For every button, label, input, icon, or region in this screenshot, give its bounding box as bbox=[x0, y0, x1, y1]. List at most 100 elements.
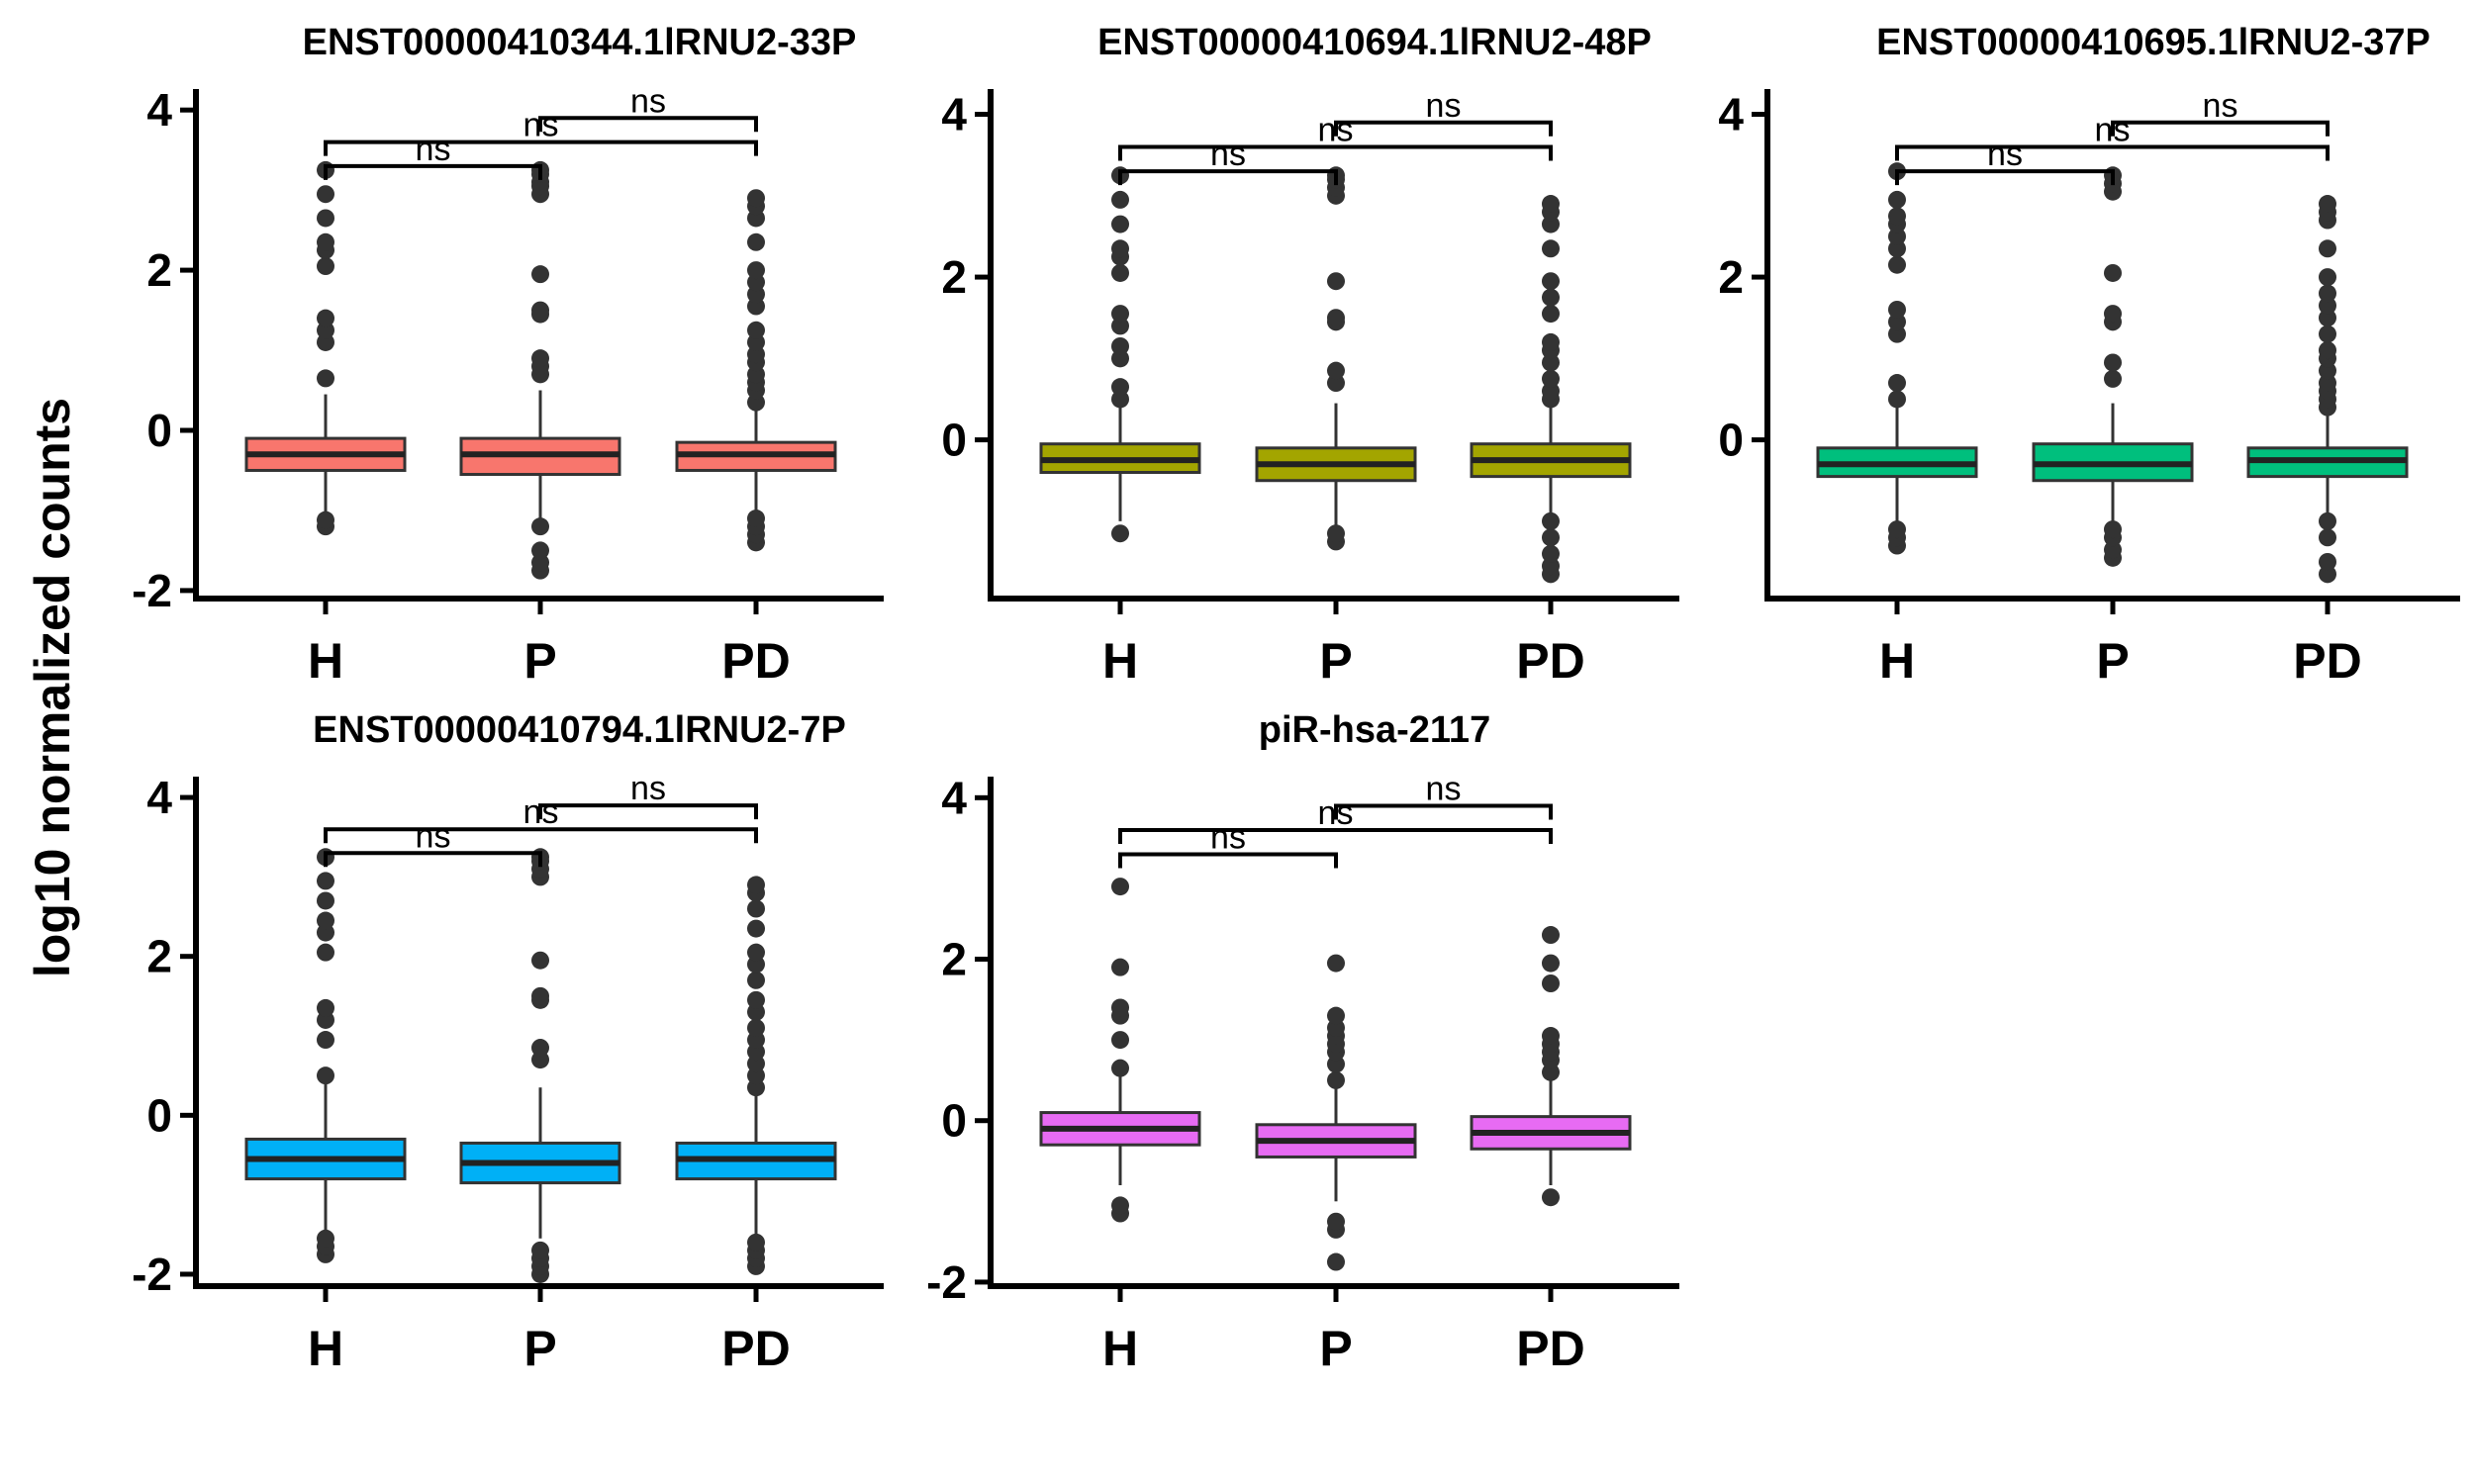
outlier-point bbox=[1542, 195, 1560, 214]
outlier-point bbox=[2319, 325, 2336, 343]
significance-bracket: ns bbox=[324, 817, 542, 868]
box-PD bbox=[2246, 195, 2409, 584]
bracket-line bbox=[2111, 120, 2330, 137]
x-tick-label: PD bbox=[721, 633, 790, 689]
bracket-line bbox=[324, 163, 542, 180]
outlier-point bbox=[1111, 317, 1129, 335]
bracket-line bbox=[1334, 120, 1553, 137]
outlier-point bbox=[2319, 565, 2336, 584]
outlier-point bbox=[1327, 954, 1345, 973]
y-tick-label: 0 bbox=[146, 405, 172, 456]
outlier-point bbox=[317, 891, 334, 910]
outlier-point bbox=[2104, 305, 2122, 324]
outlier-point bbox=[1111, 1196, 1129, 1215]
outlier-point bbox=[2104, 540, 2122, 559]
outlier-point bbox=[2104, 263, 2122, 282]
outlier-point bbox=[1888, 520, 1906, 539]
outlier-point bbox=[1888, 374, 1906, 393]
x-tick-label: P bbox=[2096, 633, 2129, 689]
significance-bracket: ns bbox=[538, 770, 758, 820]
outlier-point bbox=[317, 943, 334, 962]
bracket-label: ns bbox=[1987, 136, 2023, 173]
bracket-line bbox=[1118, 169, 1338, 186]
outlier-point bbox=[1327, 272, 1345, 291]
y-tick-label: -2 bbox=[132, 565, 172, 616]
bracket-label: ns bbox=[1210, 136, 1246, 173]
outlier-point bbox=[317, 369, 334, 388]
outlier-point bbox=[1111, 263, 1129, 282]
x-tick-label: H bbox=[1102, 1321, 1138, 1376]
outlier-point bbox=[1111, 958, 1129, 976]
box-P bbox=[459, 160, 621, 580]
y-tick-label: 2 bbox=[941, 934, 967, 985]
outlier-point bbox=[747, 1233, 765, 1252]
outlier-point bbox=[1542, 557, 1560, 576]
bracket-label: ns bbox=[1426, 770, 1462, 807]
y-tick-label: 0 bbox=[146, 1089, 172, 1141]
outlier-point bbox=[317, 209, 334, 228]
bracket-label: ns bbox=[1426, 87, 1462, 125]
outlier-point bbox=[2319, 528, 2336, 547]
outlier-point bbox=[747, 971, 765, 989]
panel-title: ENST00000410794.1lRNU2-7P bbox=[313, 709, 846, 751]
outlier-point bbox=[2319, 296, 2336, 315]
bracket-line bbox=[1895, 169, 2115, 186]
x-tick-label: H bbox=[1879, 633, 1915, 689]
x-tick-label: H bbox=[308, 633, 343, 689]
outlier-point bbox=[1888, 207, 1906, 226]
outlier-point bbox=[1542, 239, 1560, 258]
bracket-line bbox=[1118, 144, 1553, 161]
panel-title: ENST00000410344.1lRNU2-33P bbox=[303, 22, 857, 63]
box-H bbox=[244, 160, 407, 536]
outlier-point bbox=[1888, 390, 1906, 409]
box-P bbox=[459, 848, 621, 1283]
x-tick-label: H bbox=[308, 1321, 343, 1376]
x-tick-label: P bbox=[523, 633, 556, 689]
outlier-point bbox=[531, 265, 549, 284]
outlier-point bbox=[317, 232, 334, 251]
y-tick-label: 0 bbox=[1718, 415, 1744, 466]
outlier-point bbox=[747, 899, 765, 918]
outlier-point bbox=[747, 189, 765, 208]
outlier-point bbox=[531, 1241, 549, 1259]
y-axis-label: log10 normalized counts bbox=[25, 398, 80, 977]
outlier-point bbox=[317, 911, 334, 930]
outlier-point bbox=[1111, 390, 1129, 409]
bracket-label: ns bbox=[1210, 818, 1246, 856]
box-PD bbox=[675, 876, 837, 1275]
outlier-point bbox=[1327, 361, 1345, 380]
outlier-point bbox=[1542, 511, 1560, 530]
y-tick-label: -2 bbox=[926, 1256, 967, 1308]
significance-bracket: ns bbox=[1334, 87, 1553, 137]
outlier-point bbox=[1111, 337, 1129, 355]
outlier-point bbox=[531, 986, 549, 1005]
outlier-point bbox=[1111, 1059, 1129, 1077]
outlier-point bbox=[2319, 511, 2336, 530]
box-H bbox=[1039, 878, 1201, 1223]
bracket-label: ns bbox=[2203, 87, 2238, 125]
y-tick-label: 2 bbox=[1718, 251, 1744, 303]
box-P bbox=[1255, 954, 1417, 1271]
outlier-point bbox=[1542, 353, 1560, 372]
y-tick-label: 2 bbox=[146, 931, 172, 982]
bracket-label: ns bbox=[416, 817, 451, 855]
outlier-point bbox=[1111, 998, 1129, 1017]
bracket-line bbox=[324, 139, 758, 156]
y-tick-label: 2 bbox=[146, 244, 172, 296]
x-tick-label: PD bbox=[721, 1321, 790, 1376]
outlier-point bbox=[531, 541, 549, 560]
outlier-point bbox=[317, 872, 334, 890]
outlier-point bbox=[1542, 305, 1560, 324]
outlier-point bbox=[531, 301, 549, 320]
box-H bbox=[244, 848, 407, 1263]
outlier-point bbox=[1327, 374, 1345, 393]
significance-bracket: ns bbox=[1118, 136, 1338, 186]
x-tick-label: P bbox=[523, 1321, 556, 1376]
outlier-point bbox=[747, 943, 765, 962]
bracket-line bbox=[1118, 827, 1553, 844]
y-tick-label: 4 bbox=[146, 84, 172, 136]
outlier-point bbox=[531, 951, 549, 970]
